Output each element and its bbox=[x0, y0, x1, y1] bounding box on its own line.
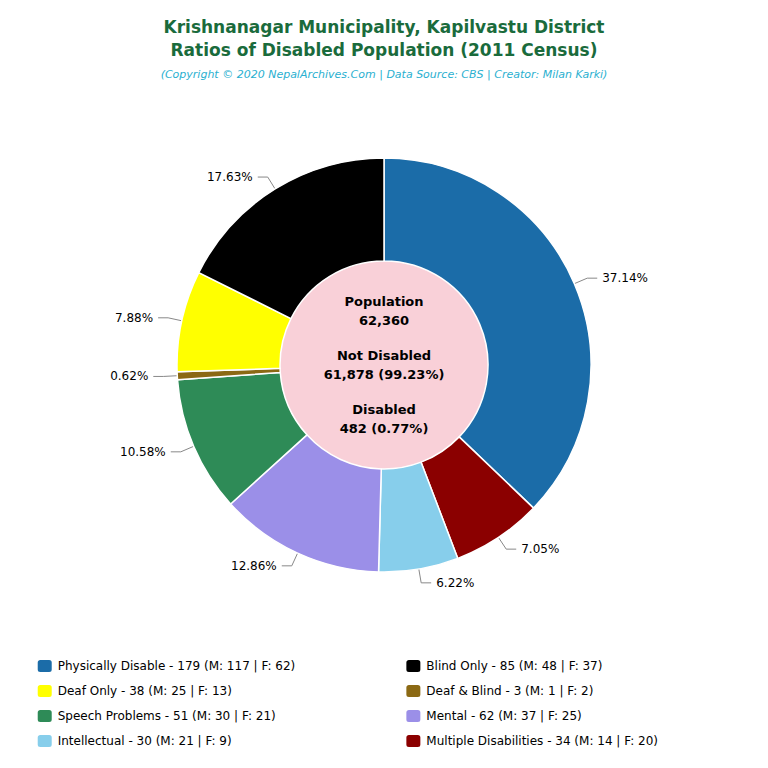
svg-text:Blind Only - 85 (M: 48 | F: 37: Blind Only - 85 (M: 48 | F: 37) bbox=[426, 659, 602, 673]
svg-text:Speech Problems - 51 (M: 30 |: Speech Problems - 51 (M: 30 | F: 21) bbox=[58, 709, 276, 723]
svg-text:Mental - 62 (M: 37 | F: 25): Mental - 62 (M: 37 | F: 25) bbox=[426, 709, 581, 723]
svg-text:Not Disabled: Not Disabled bbox=[337, 348, 431, 363]
svg-text:17.63%: 17.63% bbox=[207, 170, 253, 184]
svg-text:62,360: 62,360 bbox=[359, 313, 409, 328]
svg-text:7.88%: 7.88% bbox=[115, 311, 153, 325]
svg-text:10.58%: 10.58% bbox=[120, 445, 166, 459]
svg-text:Intellectual - 30 (M: 21 | F:: Intellectual - 30 (M: 21 | F: 9) bbox=[58, 734, 232, 748]
svg-text:Disabled: Disabled bbox=[352, 402, 416, 417]
svg-text:Deaf & Blind - 3 (M: 1 | F: 2): Deaf & Blind - 3 (M: 1 | F: 2) bbox=[426, 684, 593, 698]
svg-text:Population: Population bbox=[344, 294, 423, 309]
svg-text:61,878 (99.23%): 61,878 (99.23%) bbox=[324, 367, 445, 382]
svg-text:Physically Disable - 179 (M: 1: Physically Disable - 179 (M: 117 | F: 62… bbox=[58, 659, 296, 673]
svg-text:Deaf Only - 38 (M: 25 | F: 13): Deaf Only - 38 (M: 25 | F: 13) bbox=[58, 684, 232, 698]
svg-text:12.86%: 12.86% bbox=[231, 559, 277, 573]
svg-text:7.05%: 7.05% bbox=[521, 542, 559, 556]
svg-text:Krishnanagar Municipality, Kap: Krishnanagar Municipality, Kapilvastu Di… bbox=[164, 17, 605, 37]
svg-text:(Copyright © 2020 NepalArchive: (Copyright © 2020 NepalArchives.Com | Da… bbox=[161, 68, 608, 81]
svg-text:0.62%: 0.62% bbox=[110, 369, 148, 383]
svg-text:Multiple Disabilities - 34 (M:: Multiple Disabilities - 34 (M: 14 | F: 2… bbox=[426, 734, 658, 748]
svg-text:482 (0.77%): 482 (0.77%) bbox=[340, 421, 429, 436]
svg-text:37.14%: 37.14% bbox=[602, 271, 648, 285]
svg-text:Ratios of Disabled Population: Ratios of Disabled Population (2011 Cens… bbox=[171, 40, 598, 60]
svg-text:6.22%: 6.22% bbox=[436, 576, 474, 590]
